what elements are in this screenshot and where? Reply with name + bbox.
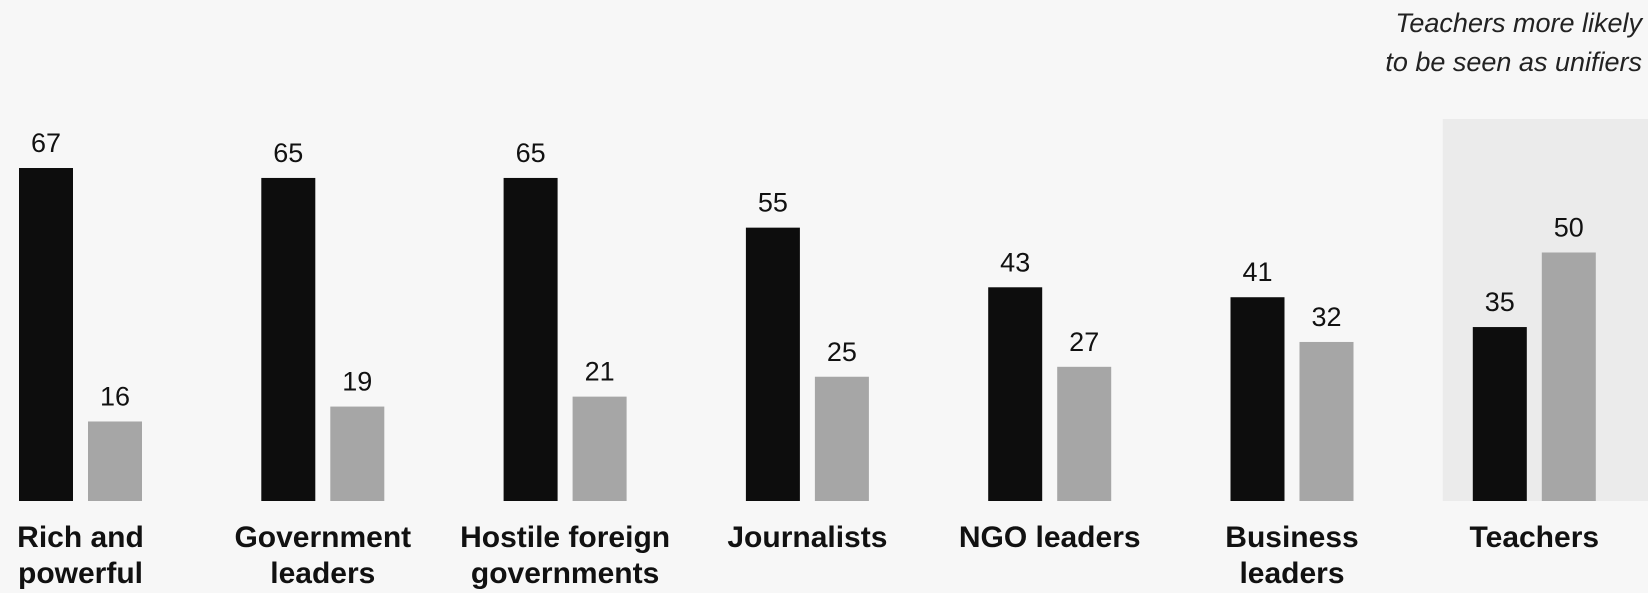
value-label: 25 (827, 337, 857, 367)
category-label: Business leaders (1225, 521, 1359, 590)
bar (1541, 252, 1596, 501)
value-label: 32 (1311, 302, 1341, 332)
bar (330, 406, 385, 501)
bar (988, 287, 1043, 501)
bar (1230, 297, 1285, 501)
value-label: 41 (1242, 257, 1272, 287)
bar (814, 376, 869, 501)
category-label: Journalists (727, 521, 888, 554)
category-label: Teachers (1469, 521, 1600, 554)
bar (745, 227, 800, 501)
bar (19, 168, 73, 501)
value-label: 43 (1000, 247, 1030, 277)
annotation: Teachers more likely to be seen as unifi… (1385, 8, 1642, 77)
bar (503, 177, 558, 501)
category-label: NGO leaders (958, 521, 1141, 554)
bar (1472, 327, 1527, 501)
bar (572, 396, 627, 501)
value-label: 35 (1485, 287, 1515, 317)
category-label: Government leaders (234, 521, 412, 590)
value-label: 27 (1069, 327, 1099, 357)
value-label: 55 (758, 188, 788, 218)
value-label: 19 (342, 367, 372, 397)
bar (261, 177, 316, 501)
value-label: 21 (585, 357, 615, 387)
value-label: 50 (1554, 213, 1584, 243)
bar (1299, 341, 1354, 501)
bar (1057, 366, 1112, 501)
value-label: 16 (100, 381, 130, 411)
bar (88, 421, 142, 501)
category-label: Rich and powerful (17, 521, 144, 590)
value-label: 65 (516, 138, 546, 168)
value-label: 65 (273, 138, 303, 168)
category-label: Hostile foreign governments (460, 521, 671, 590)
value-label: 67 (31, 128, 61, 158)
